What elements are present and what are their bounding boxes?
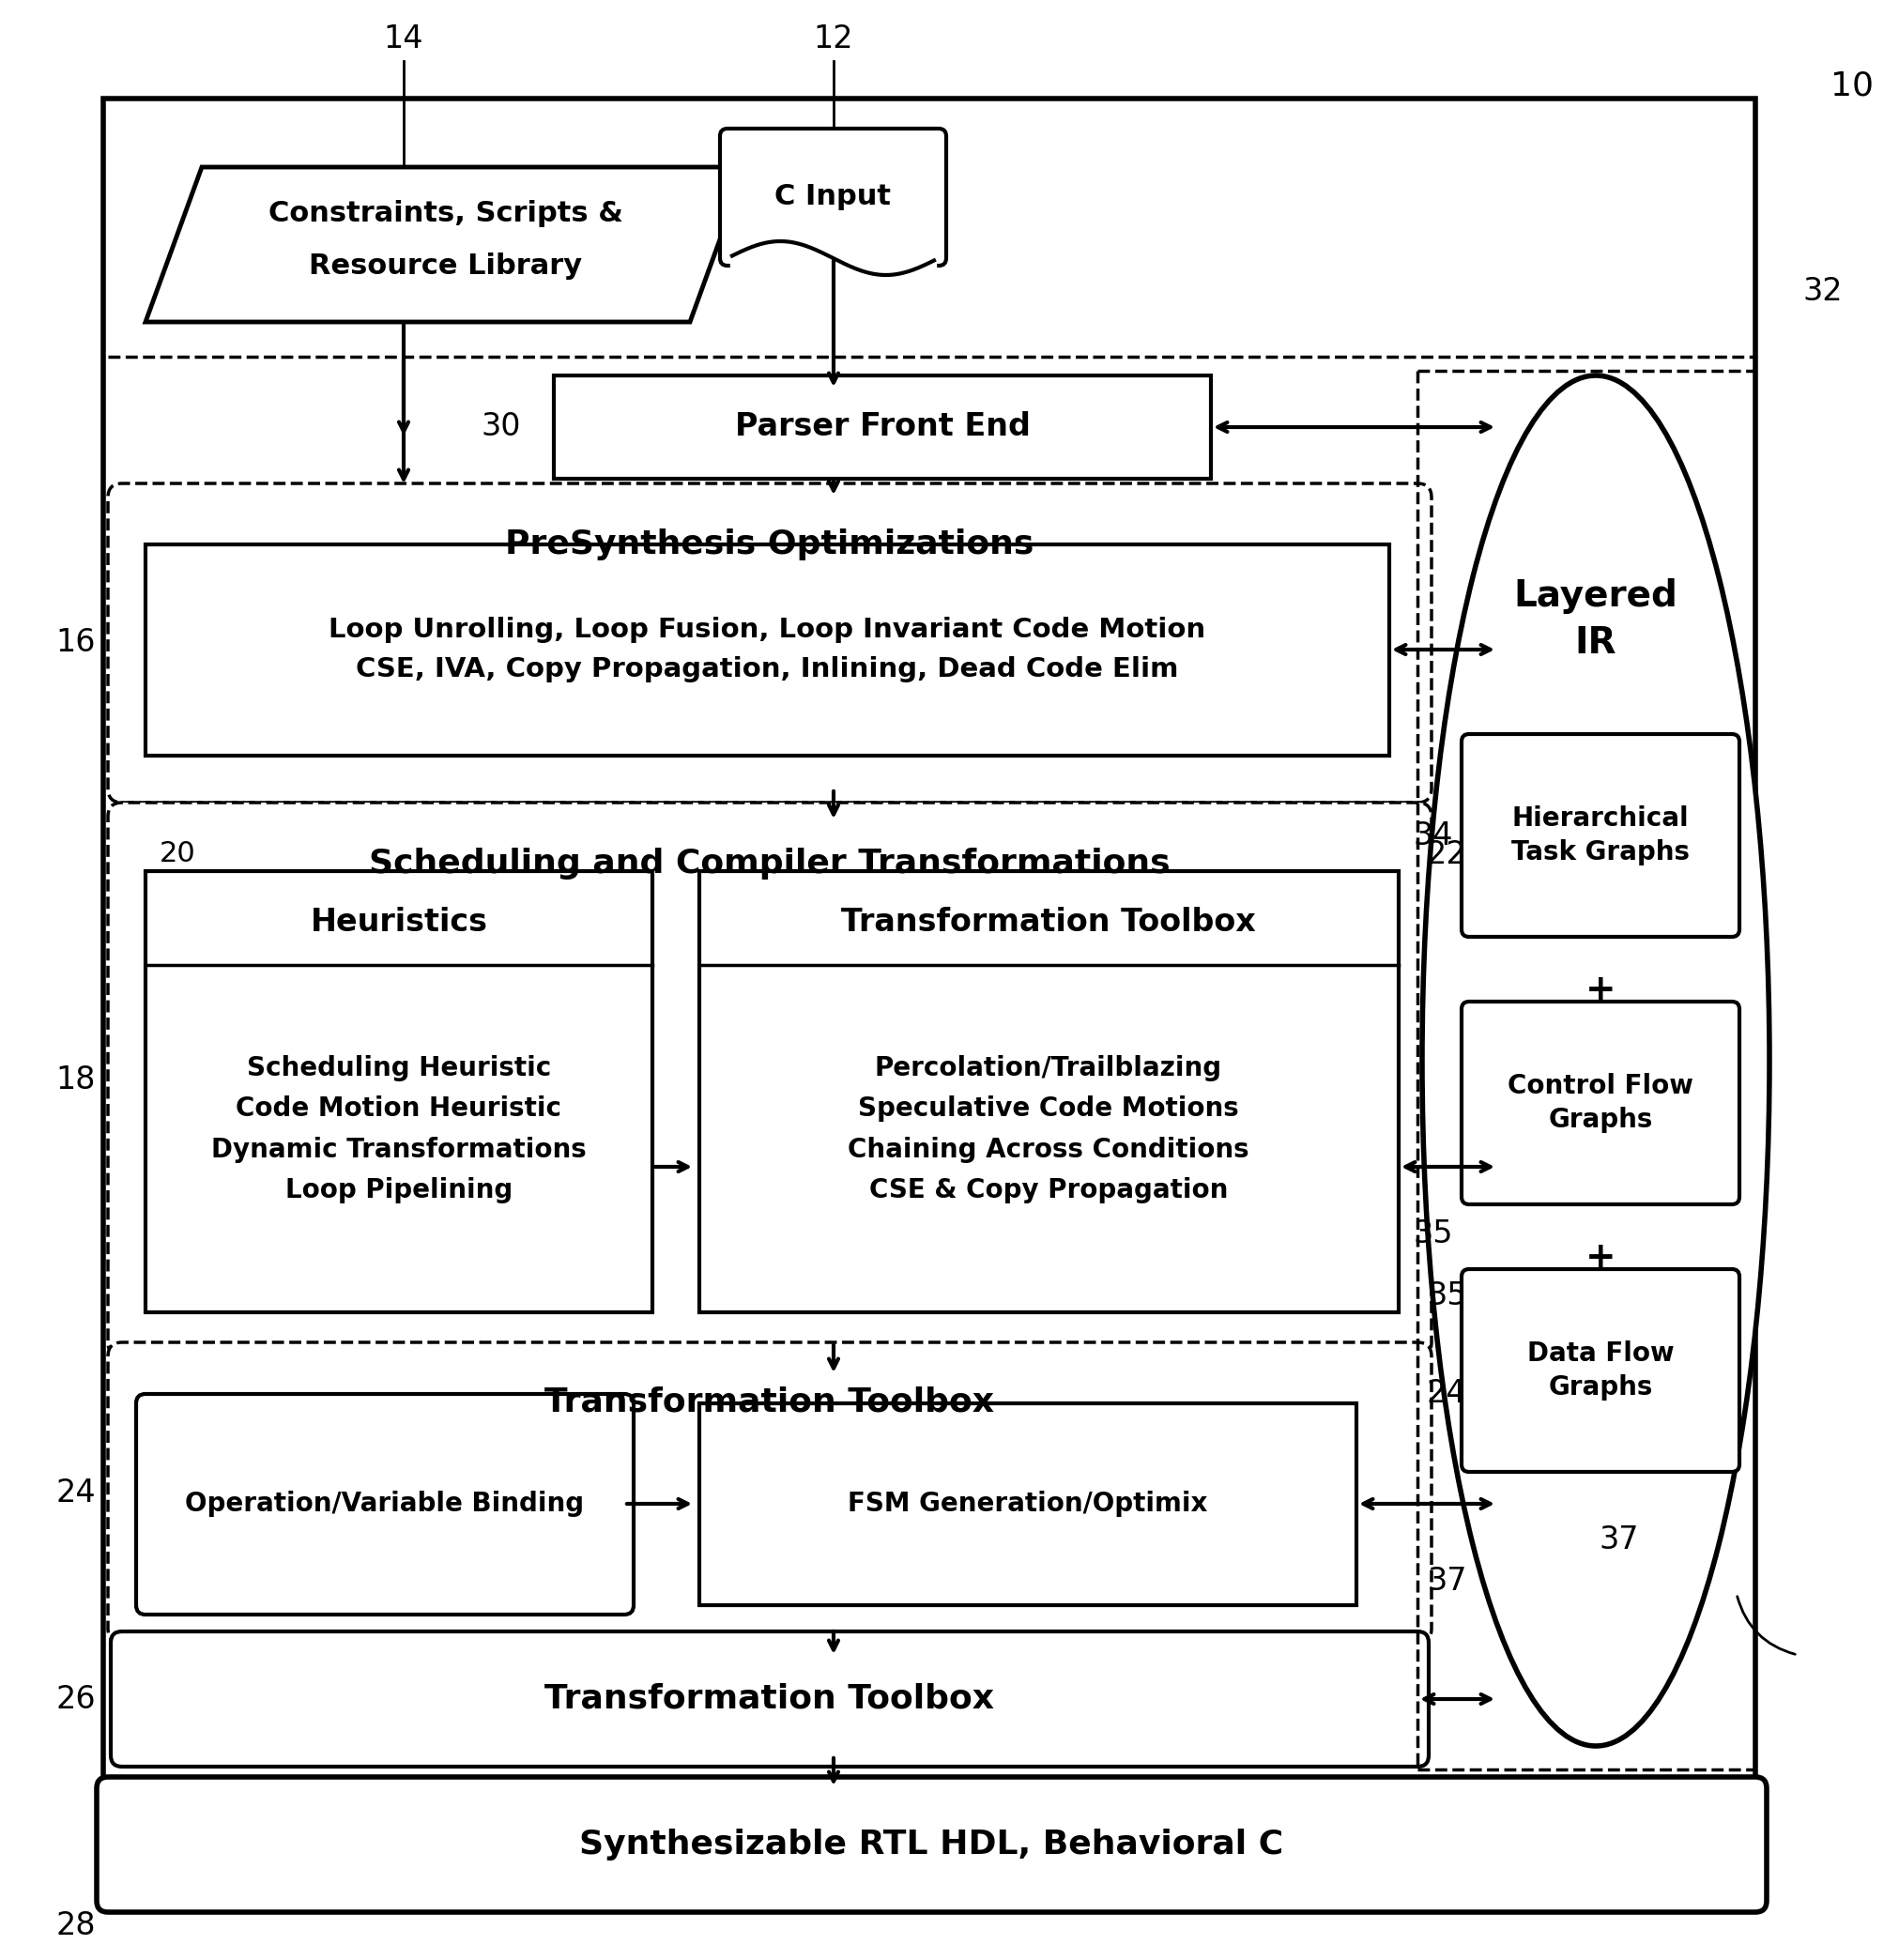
- Text: Constraints, Scripts &: Constraints, Scripts &: [268, 200, 623, 227]
- Text: Scheduling and Compiler Transformations: Scheduling and Compiler Transformations: [368, 847, 1170, 880]
- FancyBboxPatch shape: [137, 1394, 634, 1615]
- Text: 18: 18: [55, 1064, 95, 1096]
- FancyBboxPatch shape: [108, 484, 1432, 802]
- Text: 28: 28: [55, 1911, 95, 1940]
- Text: 37: 37: [1426, 1566, 1466, 1597]
- Bar: [555, 376, 1212, 478]
- Text: Synthesizable RTL HDL, Behavioral C: Synthesizable RTL HDL, Behavioral C: [579, 1829, 1284, 1860]
- Text: 26: 26: [55, 1684, 95, 1715]
- Text: 16: 16: [55, 627, 95, 659]
- Text: 34: 34: [1413, 819, 1453, 851]
- Text: FSM Generation/Optimix: FSM Generation/Optimix: [849, 1492, 1208, 1517]
- FancyBboxPatch shape: [108, 1343, 1432, 1642]
- Bar: [146, 545, 1390, 757]
- Text: Data Flow
Graphs: Data Flow Graphs: [1527, 1341, 1675, 1401]
- FancyBboxPatch shape: [110, 1631, 1428, 1766]
- Text: 24: 24: [55, 1478, 95, 1507]
- FancyBboxPatch shape: [1462, 1002, 1739, 1203]
- Bar: [699, 1403, 1356, 1605]
- Text: Hierarchical
Task Graphs: Hierarchical Task Graphs: [1512, 806, 1690, 866]
- Bar: [146, 870, 653, 1313]
- Polygon shape: [146, 167, 746, 321]
- Text: Heuristics: Heuristics: [310, 907, 488, 939]
- Text: 30: 30: [480, 412, 520, 443]
- Text: 37: 37: [1599, 1525, 1639, 1554]
- Text: 22: 22: [1426, 839, 1466, 870]
- Text: Loop Unrolling, Loop Fusion, Loop Invariant Code Motion
CSE, IVA, Copy Propagati: Loop Unrolling, Loop Fusion, Loop Invari…: [329, 617, 1206, 682]
- FancyBboxPatch shape: [720, 129, 946, 267]
- Text: Operation/Variable Binding: Operation/Variable Binding: [186, 1492, 585, 1517]
- Text: Resource Library: Resource Library: [310, 253, 583, 278]
- Text: 10: 10: [1831, 71, 1874, 102]
- FancyBboxPatch shape: [1462, 1270, 1739, 1472]
- Text: Transformation Toolbox: Transformation Toolbox: [545, 1684, 995, 1715]
- Text: 35: 35: [1426, 1280, 1466, 1311]
- Text: 14: 14: [384, 24, 423, 55]
- FancyBboxPatch shape: [97, 1778, 1766, 1913]
- Text: Parser Front End: Parser Front End: [735, 412, 1029, 443]
- Text: C Input: C Input: [775, 184, 891, 212]
- Text: 24: 24: [1426, 1378, 1466, 1409]
- FancyBboxPatch shape: [1462, 735, 1739, 937]
- Text: 32: 32: [1802, 276, 1842, 306]
- Text: Layered
IR: Layered IR: [1514, 578, 1679, 661]
- Text: PreSynthesis Optimizations: PreSynthesis Optimizations: [505, 529, 1035, 561]
- Bar: [103, 98, 1755, 1911]
- Ellipse shape: [1422, 376, 1770, 1746]
- Text: 12: 12: [813, 24, 853, 55]
- Text: Transformation Toolbox: Transformation Toolbox: [841, 907, 1255, 939]
- Text: +: +: [1586, 972, 1616, 1007]
- Text: +: +: [1586, 1241, 1616, 1276]
- Text: 20: 20: [160, 841, 196, 868]
- Text: Control Flow
Graphs: Control Flow Graphs: [1508, 1072, 1694, 1133]
- Text: 35: 35: [1413, 1219, 1453, 1250]
- Text: Percolation/Trailblazing
Speculative Code Motions
Chaining Across Conditions
CSE: Percolation/Trailblazing Speculative Cod…: [847, 1054, 1250, 1203]
- Text: Transformation Toolbox: Transformation Toolbox: [545, 1386, 995, 1417]
- Text: Scheduling Heuristic
Code Motion Heuristic
Dynamic Transformations
Loop Pipelini: Scheduling Heuristic Code Motion Heurist…: [211, 1054, 587, 1203]
- Bar: [699, 870, 1400, 1313]
- FancyBboxPatch shape: [108, 802, 1432, 1356]
